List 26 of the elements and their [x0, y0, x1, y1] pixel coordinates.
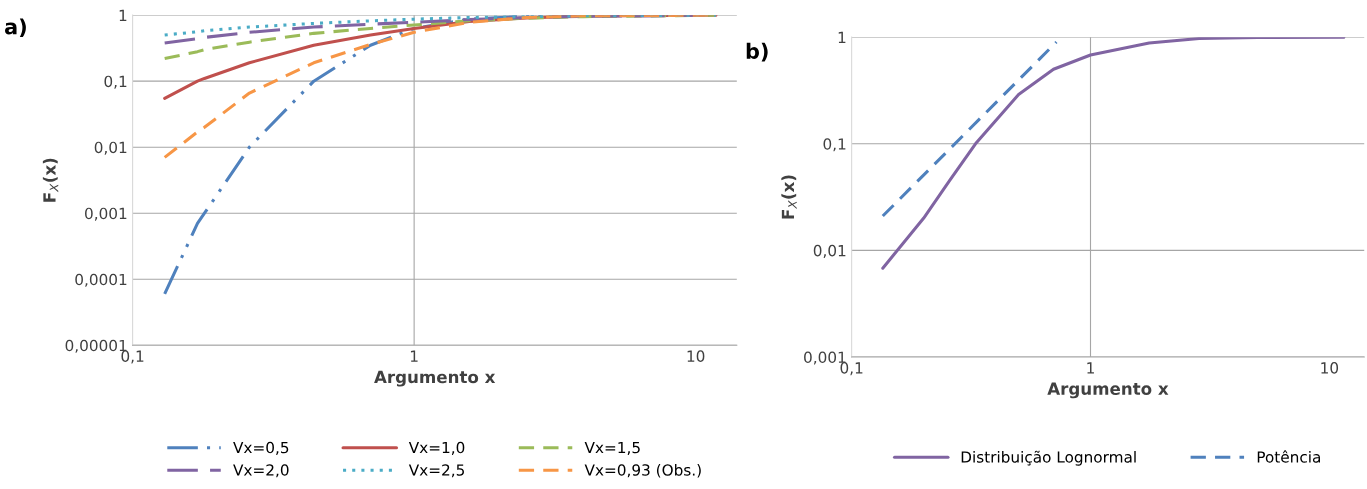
legend-label: Distribuição Lognormal — [961, 450, 1136, 466]
legend-label: Vx=0,93 (Obs.) — [584, 463, 701, 478]
legend-label: Vx=1,0 — [408, 441, 465, 455]
legend-label: Potência — [1257, 450, 1320, 463]
y-tick-label: 0,1 — [104, 75, 127, 89]
text: a) — [5, 18, 26, 37]
x-tick-label: 1 — [1087, 362, 1094, 374]
legend-label: Vx=2,0 — [233, 464, 289, 478]
y-axis-title: F$_{X}$(x) — [42, 158, 59, 202]
y-tick-label: 0,0001 — [75, 273, 127, 287]
y-axis-title: F$_{X}$(x) — [781, 175, 797, 219]
x-axis-title: Argumento x — [1047, 382, 1169, 399]
y-tick-label: 0,001 — [85, 207, 127, 221]
x-tick-label: 10 — [687, 350, 705, 362]
y-tick-label: 0,01 — [813, 244, 846, 258]
y-tick-label: 0,1 — [823, 138, 846, 152]
y-tick-label: 1 — [119, 9, 127, 21]
legend-label: Vx=2,5 — [408, 464, 464, 478]
y-tick-label: 1 — [838, 31, 846, 43]
x-axis-title: Argumento x — [374, 370, 496, 387]
legend-label: Vx=1,5 — [584, 441, 640, 455]
x-tick-label: 10 — [1321, 362, 1339, 374]
text: b) — [746, 42, 768, 62]
legend-label: Vx=0,5 — [233, 441, 289, 455]
y-tick-label: 0,01 — [94, 141, 127, 155]
x-tick-label: 1 — [410, 350, 418, 362]
